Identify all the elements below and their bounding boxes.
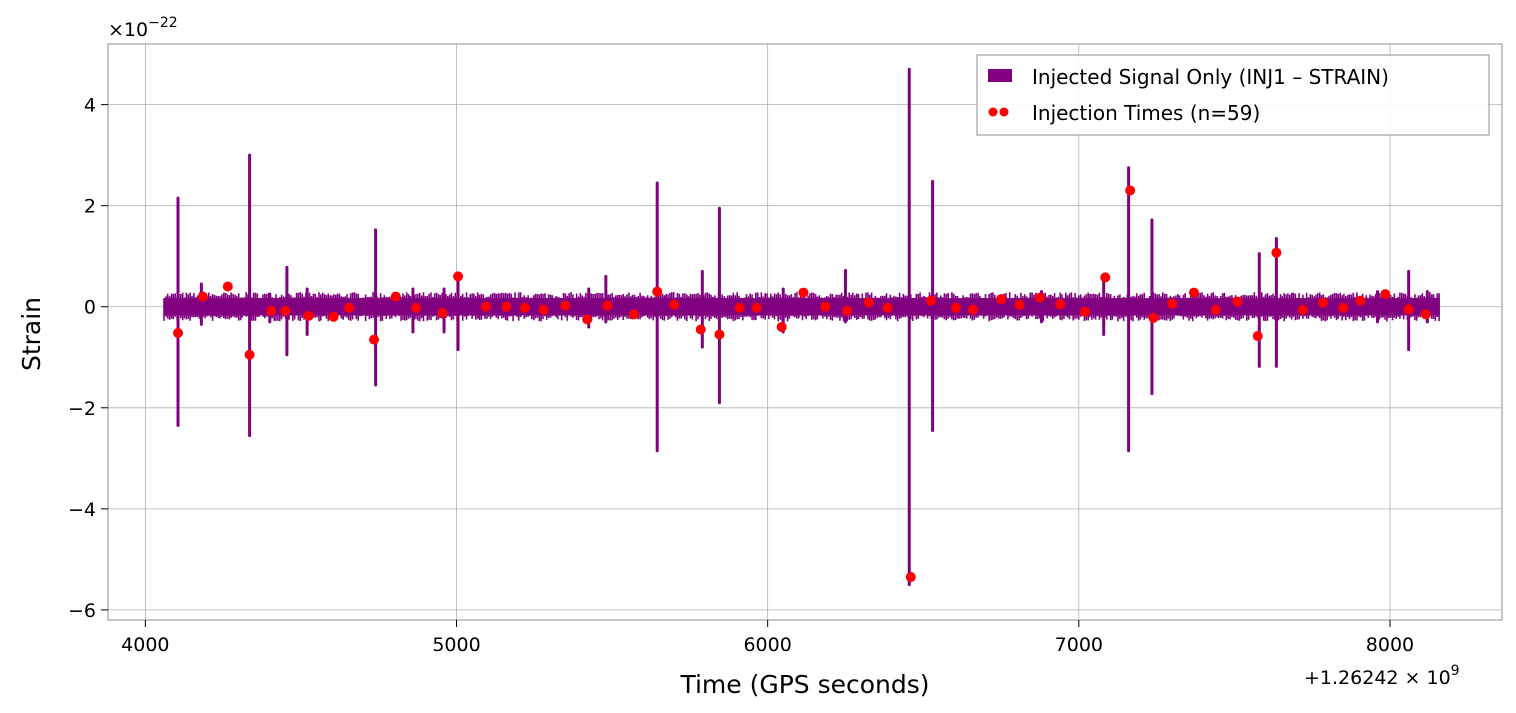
injection-point — [453, 271, 464, 282]
injection-point — [1210, 304, 1221, 315]
x-tick-label: 7000 — [1055, 634, 1103, 656]
y-tick-label: 0 — [84, 297, 96, 319]
injection-point — [244, 349, 255, 360]
injection-point — [798, 287, 809, 298]
injection-point — [266, 305, 277, 316]
injection-point — [1188, 287, 1199, 298]
injection-point — [695, 324, 706, 335]
y-tick-label: −6 — [68, 600, 96, 622]
x-tick-label: 5000 — [432, 634, 480, 656]
injection-point — [328, 311, 339, 322]
injection-point — [197, 291, 208, 302]
injection-point — [882, 302, 893, 313]
injection-point — [734, 302, 745, 313]
injection-point — [714, 329, 725, 340]
injection-point — [1034, 292, 1045, 303]
legend-box — [976, 54, 1490, 136]
injection-points — [173, 185, 1431, 583]
injection-point — [1125, 185, 1136, 196]
injection-point — [390, 291, 401, 302]
y-tick-label: 4 — [84, 95, 96, 117]
x-tick-label: 8000 — [1366, 634, 1414, 656]
y-tick-label: −4 — [68, 499, 96, 521]
injection-point — [1380, 289, 1391, 300]
injection-point — [926, 295, 937, 306]
injection-point — [950, 302, 961, 313]
injection-point — [1318, 297, 1329, 308]
x-tick-label: 6000 — [743, 634, 791, 656]
injection-point — [582, 314, 593, 325]
y-scale-label: ×10−22 — [108, 15, 178, 41]
injection-point — [602, 300, 613, 311]
injection-point — [628, 309, 639, 320]
injection-point — [776, 321, 787, 332]
legend-marker-injection-a — [988, 107, 998, 117]
x-offset-label: +1.26242 × 109 — [1304, 663, 1460, 689]
injection-point — [1167, 298, 1178, 309]
y-axis-label: Strain — [17, 297, 46, 371]
plot-area — [163, 67, 1440, 587]
y-axis-ticks: −6 −4 −2 0 2 4 — [68, 95, 108, 622]
injection-point — [1014, 299, 1025, 310]
injection-point — [1420, 309, 1431, 320]
injection-point — [842, 305, 853, 316]
x-axis-label: Time (GPS seconds) — [679, 670, 929, 699]
legend-swatch-signal — [988, 69, 1012, 82]
injection-point — [501, 301, 512, 312]
y-tick-label: 2 — [84, 196, 96, 218]
y-tick-label: −2 — [68, 398, 96, 420]
injection-point — [437, 307, 448, 318]
injection-point — [369, 334, 380, 345]
injection-point — [280, 305, 291, 316]
injection-point — [222, 281, 233, 292]
injection-point — [1055, 299, 1066, 310]
injection-point — [1403, 304, 1414, 315]
injection-point — [996, 294, 1007, 305]
injection-point — [1355, 295, 1366, 306]
plot-frame — [107, 43, 1503, 621]
injection-point — [411, 302, 422, 313]
injection-point — [1338, 302, 1349, 313]
injection-point — [820, 301, 831, 312]
injection-point — [1297, 304, 1308, 315]
injection-point — [538, 304, 549, 315]
injection-point — [519, 302, 530, 313]
legend-entry-injections: Injection Times (n=59) — [1032, 101, 1260, 125]
injection-point — [560, 300, 571, 311]
injection-point — [1232, 296, 1243, 307]
injection-point — [905, 572, 916, 583]
injection-point — [303, 310, 314, 321]
injection-point — [652, 286, 663, 297]
injection-point — [669, 299, 680, 310]
injection-point — [481, 301, 492, 312]
injection-point — [344, 302, 355, 313]
injection-point — [1100, 272, 1111, 283]
injection-point — [863, 297, 874, 308]
signal-series — [163, 67, 1440, 587]
x-axis-ticks: 4000 5000 6000 7000 8000 — [121, 620, 1414, 656]
injection-point — [173, 328, 184, 339]
legend-entry-signal: Injected Signal Only (INJ1 – STRAIN) — [1032, 65, 1389, 89]
legend: Injected Signal Only (INJ1 – STRAIN) Inj… — [976, 54, 1490, 136]
injection-point — [1252, 331, 1263, 342]
x-tick-label: 4000 — [121, 634, 169, 656]
injection-point — [1148, 312, 1159, 323]
legend-marker-injection-b — [999, 107, 1009, 117]
injection-point — [1271, 247, 1282, 258]
injection-point — [968, 304, 979, 315]
injection-point — [751, 302, 762, 313]
injection-point — [1080, 306, 1091, 317]
